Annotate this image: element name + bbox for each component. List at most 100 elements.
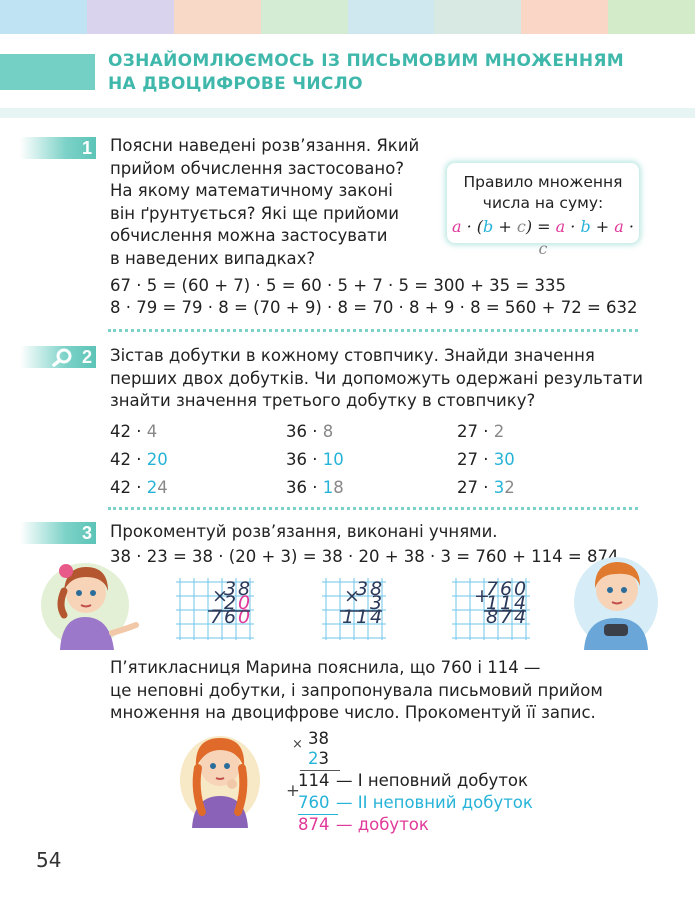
factor: 27 · (457, 478, 494, 497)
factor-digit: 2 (504, 478, 515, 497)
dotted-divider (108, 329, 638, 332)
highlighted-factor: 2 (493, 422, 505, 441)
task-badge-2: 2 (20, 346, 96, 368)
grid-digit: 0 (238, 606, 250, 628)
operation-sign: × (212, 585, 228, 607)
task-badge-3: 3 (20, 522, 96, 544)
task3-line: П’ятикласниця Марина пояснила, що 760 і … (110, 658, 541, 677)
task1-equation: 8 · 79 = 79 · 8 = (70 + 9) · 8 = 70 · 8 … (110, 298, 638, 317)
grid-computation: 3 82 07 6 0 × (176, 578, 254, 640)
multiplier-ones: 3 (318, 749, 330, 768)
product: 874 (298, 815, 330, 834)
grid-digit: 3 (356, 578, 368, 600)
task1-equation: 67 · 5 = (60 + 7) · 5 = 60 · 5 + 7 · 5 =… (110, 276, 566, 295)
grid-digit: 8 (370, 578, 382, 600)
product-label: — добуток (336, 815, 429, 834)
grid-digit: 7 (486, 578, 498, 600)
stripe (608, 0, 695, 34)
partial-product-2: 760 (298, 793, 330, 812)
product-expression: 36 · 10 (286, 449, 344, 471)
grid-digit: 7 (210, 606, 222, 628)
boy-illustration (574, 557, 658, 650)
multiplier: 23 (308, 748, 329, 770)
product-expression: 42 · 4 (110, 421, 157, 443)
plus-sign: + (286, 781, 300, 800)
factor: 42 · (110, 422, 147, 441)
highlighted-factor: 30 (493, 450, 515, 469)
grid-digit: 2 (224, 592, 236, 614)
product-expression: 42 · 24 (110, 477, 168, 499)
stripe (86, 0, 174, 34)
task1-text: Поясни наведені розв’язання. Який прийом… (110, 135, 440, 270)
rule-title: Правило множення (463, 173, 623, 191)
task1-line: в наведених випадках? (110, 248, 316, 268)
grid-digit: 1 (342, 606, 354, 628)
task-number: 3 (81, 523, 92, 543)
formula-var: c (516, 217, 526, 236)
highlighted-factor: 20 (146, 450, 168, 469)
formula-op: · (565, 217, 581, 236)
stripe (173, 0, 261, 34)
highlighted-factor: 8 (322, 422, 334, 441)
page-title: ОЗНАЙОМЛЮЄМОСЬ ІЗ ПИСЬМОВИМ МНОЖЕННЯМ НА… (108, 50, 668, 96)
partial-product-2-label: — ІІ неповний добуток (336, 793, 533, 812)
operation-sign: × (344, 585, 360, 607)
grid-digit: 4 (370, 606, 382, 628)
factor: 42 · (110, 450, 147, 469)
task1-line: він ґрунтується? Які ще прийоми (110, 203, 399, 223)
rule-subtitle: числа на суму: (482, 194, 604, 212)
task3-equation: 38 · 23 = 38 · (20 + 3) = 38 · 20 + 38 ·… (110, 547, 619, 566)
highlighted-factor: 1 (322, 478, 334, 497)
page-title-line: НА ДВОЦИФРОВЕ ЧИСЛО (108, 74, 363, 94)
partial-product-1-label: — І неповний добуток (336, 771, 528, 790)
task2-text: Зістав добутки в кожному стовпчику. Знай… (110, 345, 650, 413)
formula-op: · (623, 217, 635, 236)
factor: 27 · (457, 450, 494, 469)
task3-paragraph: П’ятикласниця Марина пояснила, що 760 і … (110, 657, 650, 725)
task1-line: обчислення можна застосувати (110, 226, 388, 245)
grid-digit: 0 (514, 578, 526, 600)
task-number: 1 (81, 138, 92, 158)
stripe (347, 0, 435, 34)
task1-line: На якому математичному законі (110, 181, 393, 200)
task1-line: прийом обчислення застосовано? (110, 158, 405, 178)
task-number: 2 (81, 347, 92, 367)
highlighted-factor: 3 (493, 478, 505, 497)
grid-digit: 4 (514, 606, 526, 628)
formula-var: b (483, 217, 494, 236)
grid-digit: 1 (356, 606, 368, 628)
dotted-divider (108, 507, 638, 510)
formula-op: · ( (461, 217, 484, 236)
rule-box: Правило множення числа на суму: a · (b +… (447, 163, 639, 258)
grid-digit: 8 (486, 606, 498, 628)
header-accent-block (0, 54, 95, 90)
operation-sign: + (474, 585, 490, 607)
formula-var: a (451, 217, 462, 236)
marina-illustration (180, 736, 260, 828)
product-expression: 27 · 2 (457, 421, 504, 443)
stripe (521, 0, 609, 34)
highlighted-factor: 10 (322, 450, 344, 469)
stripe (0, 0, 87, 34)
product-expression: 27 · 32 (457, 477, 515, 499)
factor: 27 · (457, 422, 494, 441)
task2-line: знайти значення третього добутку в стовп… (110, 391, 536, 410)
grid-digit: 8 (238, 578, 250, 600)
stripe (434, 0, 522, 34)
formula-var: c (538, 239, 548, 258)
grid-computation: 3 831 1 4× (322, 578, 386, 640)
factor: 36 · (286, 478, 323, 497)
factor: 36 · (286, 422, 323, 441)
partial-product-1: 114 (298, 771, 330, 790)
formula-op: + (493, 217, 517, 236)
rule-formula: a · (b + c) = a · b + a · c (447, 216, 639, 260)
product-expression: 27 · 30 (457, 449, 515, 471)
grid-digit: 4 (514, 592, 526, 614)
grid-digit: 0 (238, 592, 250, 614)
page-number: 54 (36, 848, 62, 872)
formula-var: a (555, 217, 566, 236)
column-multiplication: × 38 23 + 114 — І неповний добуток 760 —… (286, 728, 586, 838)
factor: 42 · (110, 478, 147, 497)
product-expression: 42 · 20 (110, 449, 168, 471)
grid-digit: 6 (224, 606, 236, 628)
